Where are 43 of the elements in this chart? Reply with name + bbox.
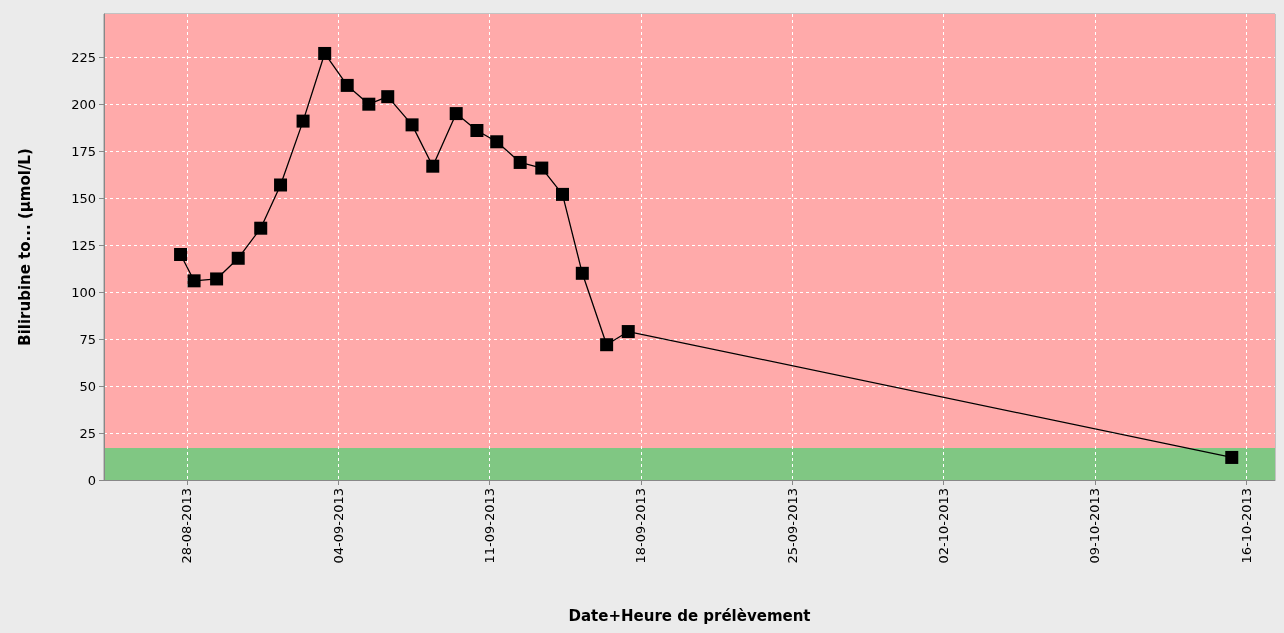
y-tick-label: 100	[71, 284, 96, 300]
point	[254, 221, 268, 235]
y-tick-label: 50	[79, 378, 96, 394]
x-tick-label: 28-08-2013	[179, 488, 195, 564]
y-axis-title: Bilirubine to... (µmol/L)	[15, 148, 34, 346]
x-tick-label: 18-09-2013	[633, 488, 649, 564]
point	[340, 78, 354, 92]
y-tick-label: 25	[79, 425, 96, 441]
x-tick-label: 16-10-2013	[1238, 488, 1254, 564]
x-axis-title: Date+Heure de prélèvement	[568, 606, 811, 625]
point	[405, 118, 419, 132]
point	[381, 90, 395, 104]
y-tick-label: 150	[71, 190, 96, 206]
point	[449, 107, 463, 121]
point	[600, 338, 614, 352]
point	[187, 274, 201, 288]
point	[231, 251, 245, 265]
x-tick-label: 25-09-2013	[784, 488, 800, 564]
point	[490, 135, 504, 149]
point	[575, 266, 589, 280]
x-tick-label: 04-09-2013	[330, 488, 346, 564]
point	[1225, 450, 1239, 464]
y-tick-label: 200	[71, 96, 96, 112]
point	[274, 178, 288, 192]
x-tick-label: 11-09-2013	[482, 488, 498, 564]
y-tick-label: 175	[71, 143, 96, 159]
point	[535, 161, 549, 175]
point	[296, 114, 310, 128]
point	[513, 155, 527, 169]
point	[318, 46, 332, 60]
x-tick-label: 02-10-2013	[936, 488, 952, 564]
point	[470, 124, 484, 137]
point	[621, 325, 635, 339]
x-tick-label: 09-10-2013	[1087, 488, 1103, 564]
y-tick-label: 0	[87, 472, 96, 488]
y-tick-label: 125	[71, 237, 96, 253]
point	[362, 97, 376, 111]
y-tick-label: 75	[79, 331, 96, 347]
y-tick-label: 225	[71, 49, 96, 65]
point	[555, 187, 569, 201]
point	[426, 159, 440, 173]
point	[210, 272, 224, 286]
point	[174, 248, 188, 262]
